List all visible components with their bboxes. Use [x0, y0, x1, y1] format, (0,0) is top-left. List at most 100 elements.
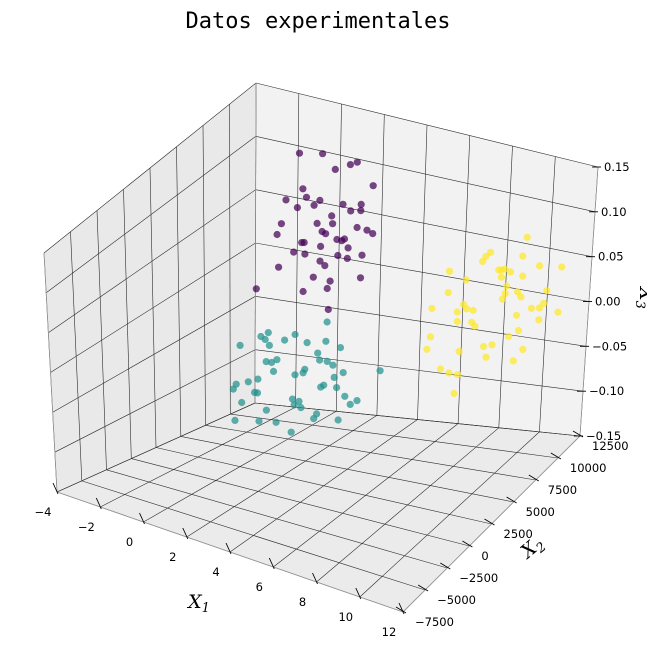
data-point-series-3 [514, 326, 523, 335]
data-point-series-1 [299, 287, 307, 296]
x-tick-mark [355, 587, 362, 600]
data-point-series-3 [513, 288, 522, 296]
data-point-series-2 [346, 400, 354, 408]
data-point-series-1 [356, 274, 365, 282]
y-tick-mark [417, 584, 429, 592]
data-point-series-1 [329, 220, 337, 228]
data-point-series-3 [455, 347, 463, 356]
data-point-series-3 [503, 282, 511, 290]
left-pane [44, 83, 256, 492]
data-point-series-3 [523, 233, 531, 241]
data-point-series-2 [238, 398, 246, 407]
y-tick-mark [550, 452, 562, 460]
data-point-series-1 [369, 182, 377, 190]
data-point-series-3 [558, 263, 566, 271]
grid-line-z-side [50, 242, 256, 373]
grid-line-z-back [254, 402, 581, 437]
data-point-series-1 [347, 207, 355, 215]
data-point-series-1 [339, 200, 347, 208]
data-point-series-3 [428, 304, 436, 313]
x-tick-label: −4 [35, 505, 52, 519]
pane-edge [254, 82, 257, 404]
data-point-series-2 [316, 356, 324, 364]
data-point-series-2 [255, 417, 263, 425]
data-point-series-2 [269, 367, 278, 375]
data-point-series-2 [297, 404, 305, 412]
data-point-series-1 [290, 248, 298, 256]
data-point-series-2 [320, 381, 328, 389]
data-point-series-2 [323, 318, 331, 326]
grid-line-z-back [255, 82, 599, 168]
data-point-series-3 [453, 308, 461, 316]
grid-line-y-floor [81, 480, 426, 591]
z-tick-label: 0.10 [601, 205, 627, 219]
data-point-series-2 [341, 392, 349, 400]
data-point-series-3 [512, 311, 521, 319]
z-tick-label: −0.15 [586, 429, 621, 443]
data-point-series-3 [479, 342, 488, 351]
data-point-series-1 [343, 254, 351, 262]
data-point-series-2 [262, 406, 270, 414]
data-point-series-2 [231, 416, 239, 424]
chart-title: Datos experimentales [186, 9, 451, 34]
data-point-series-3 [482, 353, 490, 361]
z-tick-label: 0.00 [595, 295, 621, 309]
data-point-series-2 [291, 330, 299, 339]
data-point-series-1 [252, 285, 260, 293]
data-point-series-2 [301, 365, 309, 373]
data-point-series-2 [268, 358, 276, 367]
data-point-series-2 [291, 371, 299, 379]
grid-line-z-back [255, 242, 590, 302]
data-point-series-3 [468, 318, 476, 326]
data-point-series-2 [303, 339, 311, 347]
data-point-series-2 [229, 385, 237, 393]
grid-line-y-floor [155, 447, 492, 525]
data-point-series-1 [346, 161, 354, 169]
x-axis-label-text: X [186, 591, 203, 613]
x-tick-label: 6 [256, 580, 263, 594]
y-tick-mark [440, 562, 451, 570]
data-point-series-1 [277, 220, 285, 228]
pane-edge [43, 252, 58, 493]
data-point-series-3 [519, 272, 527, 280]
data-point-series-2 [339, 369, 347, 377]
data-point-series-3 [479, 257, 487, 265]
x-tick-mark [225, 542, 232, 555]
data-point-series-1 [323, 284, 331, 293]
data-point-series-3 [423, 345, 431, 353]
data-point-series-3 [454, 371, 462, 379]
data-point-series-2 [281, 336, 289, 344]
data-point-series-3 [488, 341, 496, 349]
data-point-series-3 [505, 332, 513, 341]
y-tick-label: 5000 [526, 505, 555, 519]
y-tick-mark [395, 606, 407, 614]
data-point-series-3 [543, 287, 551, 295]
data-point-series-3 [519, 252, 527, 260]
data-point-series-1 [282, 196, 290, 204]
z-axis-label-sub: 3 [632, 301, 647, 309]
y-tick-mark [484, 518, 495, 526]
x-tick-mark [312, 572, 318, 585]
grid-line-y-floor [180, 436, 514, 503]
grid-line-z-back [255, 349, 584, 392]
data-point-series-1 [331, 165, 339, 173]
data-point-series-2 [336, 344, 345, 352]
y-tick-mark [506, 496, 517, 504]
data-point-series-1 [317, 242, 325, 250]
grid-line-z-side [46, 136, 256, 294]
y-axis-line [402, 435, 581, 613]
data-point-series-1 [313, 219, 321, 227]
data-point-series-2 [244, 378, 252, 386]
data-point-series-2 [323, 357, 331, 365]
data-point-series-1 [293, 204, 301, 212]
x-axis: −4 −2 0 2 4 6 8 10 12 [35, 482, 405, 639]
z-axis-label-text: X [635, 285, 647, 302]
x-tick-label: 8 [299, 595, 306, 609]
grid-line-z-side [52, 296, 256, 413]
data-point-series-1 [319, 150, 327, 158]
grid-line-y-floor [131, 458, 470, 547]
data-point-series-3 [436, 365, 445, 373]
data-point-series-1 [295, 149, 304, 157]
data-point-series-2 [334, 416, 342, 424]
data-point-series-2 [313, 410, 321, 418]
